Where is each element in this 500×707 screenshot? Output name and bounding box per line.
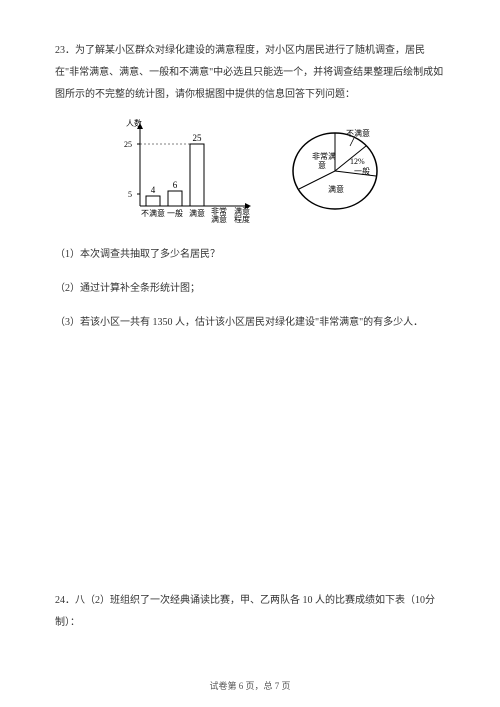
- question-23-sub3: （3）若该小区一共有 1350 人，估计该小区居民对绿化建设"非常满意"的有多少…: [55, 312, 445, 334]
- bar-satisfied: [190, 144, 204, 206]
- x-label-0: 不满意: [141, 208, 165, 218]
- pie-label-general: 一般: [354, 166, 370, 176]
- pie-label-unsatisfied: 不满意: [346, 128, 370, 138]
- chart-container: 人数 5 25 4 6 25 不满意 一般 满意 非常 满意 满意 程度: [55, 116, 445, 226]
- question-24: 24．八（2）班组织了一次经典诵读比赛，甲、乙两队各 10 人的比赛成绩如下表（…: [55, 590, 445, 642]
- x-label-2: 满意: [189, 208, 205, 218]
- x-label-1: 一般: [167, 208, 183, 218]
- bar-value-2: 25: [192, 133, 202, 143]
- bar-value-1: 6: [172, 180, 177, 190]
- y-tick-5: 5: [128, 190, 132, 199]
- bar-unsatisfied: [146, 196, 160, 206]
- bar-general: [168, 191, 182, 206]
- pie-label-very-satisfied: 非常满: [312, 151, 336, 161]
- pie-chart: 非常满 意 不满意 12% 一般 满意: [288, 124, 383, 219]
- question-23-intro: 23．为了解某小区群众对绿化建设的满意程度，对小区内居民进行了随机调查，居民在"…: [55, 40, 445, 106]
- bar-value-0: 4: [150, 185, 155, 195]
- bar-chart: 人数 5 25 4 6 25 不满意 一般 满意 非常 满意 满意 程度: [118, 116, 258, 226]
- question-24-text: 24．八（2）班组织了一次经典诵读比赛，甲、乙两队各 10 人的比赛成绩如下表（…: [55, 590, 445, 634]
- pie-label-satisfied: 满意: [328, 184, 344, 194]
- question-23-sub1: （1）本次调查共抽取了多少名居民？: [55, 244, 445, 266]
- pie-label-very-satisfied2: 意: [318, 160, 326, 170]
- y-axis-label: 人数: [126, 118, 142, 128]
- page-footer: 试卷第 6 页，总 7 页: [0, 679, 500, 692]
- x-label-3b: 满意: [211, 214, 227, 224]
- x-axis-label-b: 程度: [234, 214, 250, 224]
- pie-label-percent: 12%: [350, 157, 365, 166]
- y-tick-25: 25: [124, 140, 132, 149]
- question-23-sub2: （2）通过计算补全条形统计图；: [55, 278, 445, 300]
